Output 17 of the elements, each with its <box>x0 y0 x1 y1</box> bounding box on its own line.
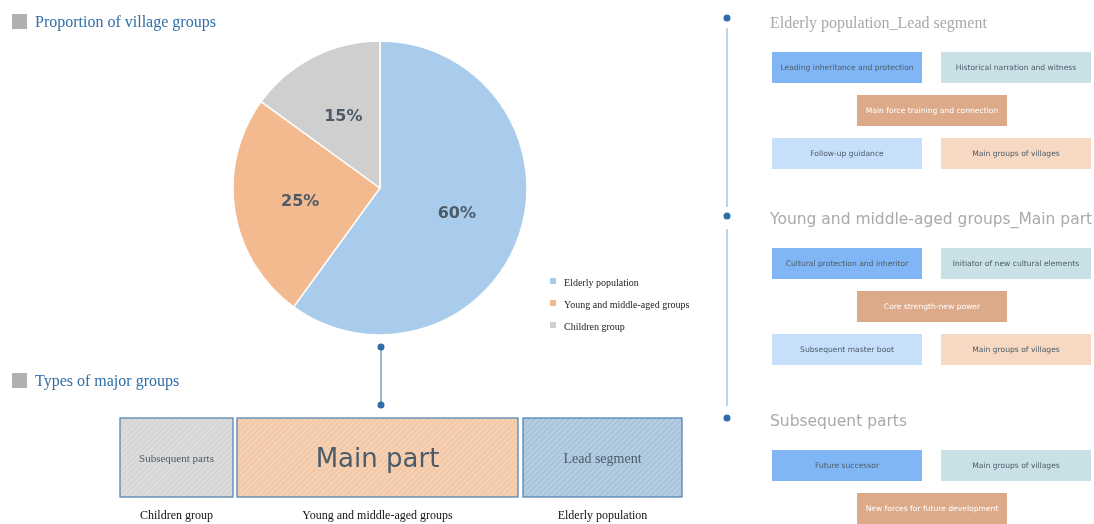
category-label: Elderly population <box>557 508 648 522</box>
data-label: 15% <box>324 106 363 126</box>
text: Lead segment <box>563 450 642 466</box>
text: Main part <box>315 443 440 473</box>
text: Types of major groups <box>35 372 180 390</box>
text: Subsequent parts <box>139 452 214 464</box>
legend-label: Young and middle-aged groups <box>564 298 690 310</box>
data-label: 60% <box>437 203 477 223</box>
text: Subsequent parts <box>770 412 908 430</box>
category-label: Children group <box>140 508 213 522</box>
text: Elderly population_Lead segment <box>770 14 988 32</box>
text: Young and middle-aged groups_Main part <box>769 210 1093 229</box>
chart-title: Proportion of village groups <box>35 13 216 31</box>
data-label: 25% <box>281 191 320 211</box>
legend-label: Elderly population <box>564 276 639 288</box>
legend-label: Children group <box>564 320 625 332</box>
category-label: Young and middle-aged groups <box>302 508 454 522</box>
